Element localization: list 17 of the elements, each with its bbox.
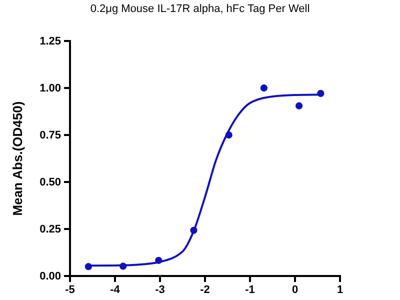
point <box>260 84 268 92</box>
y-tick-label: 0.00 <box>40 270 61 283</box>
x-tick-label: -4 <box>110 284 121 296</box>
chart-title: 0.2μg Mouse IL-17R alpha, hFc Tag Per Well <box>90 3 310 15</box>
y-tick-label: 1.00 <box>40 82 61 95</box>
x-tick-label: 0 <box>292 284 298 296</box>
y-tick-label: 1.25 <box>40 36 61 48</box>
x-tick-label: -5 <box>65 284 75 296</box>
y-tick-label: 0.25 <box>40 224 61 236</box>
y-tick-label: 0.75 <box>40 130 61 142</box>
y-tick-label: 0.50 <box>40 176 61 189</box>
point <box>295 102 303 110</box>
x-tick-label: 1 <box>336 284 344 296</box>
x-tick-label: -1 <box>245 284 255 296</box>
x-tick-label: -3 <box>155 284 165 296</box>
y-axis-title: Mean Abs.(OD450) <box>10 101 25 216</box>
x-tick-label: -2 <box>200 284 210 296</box>
